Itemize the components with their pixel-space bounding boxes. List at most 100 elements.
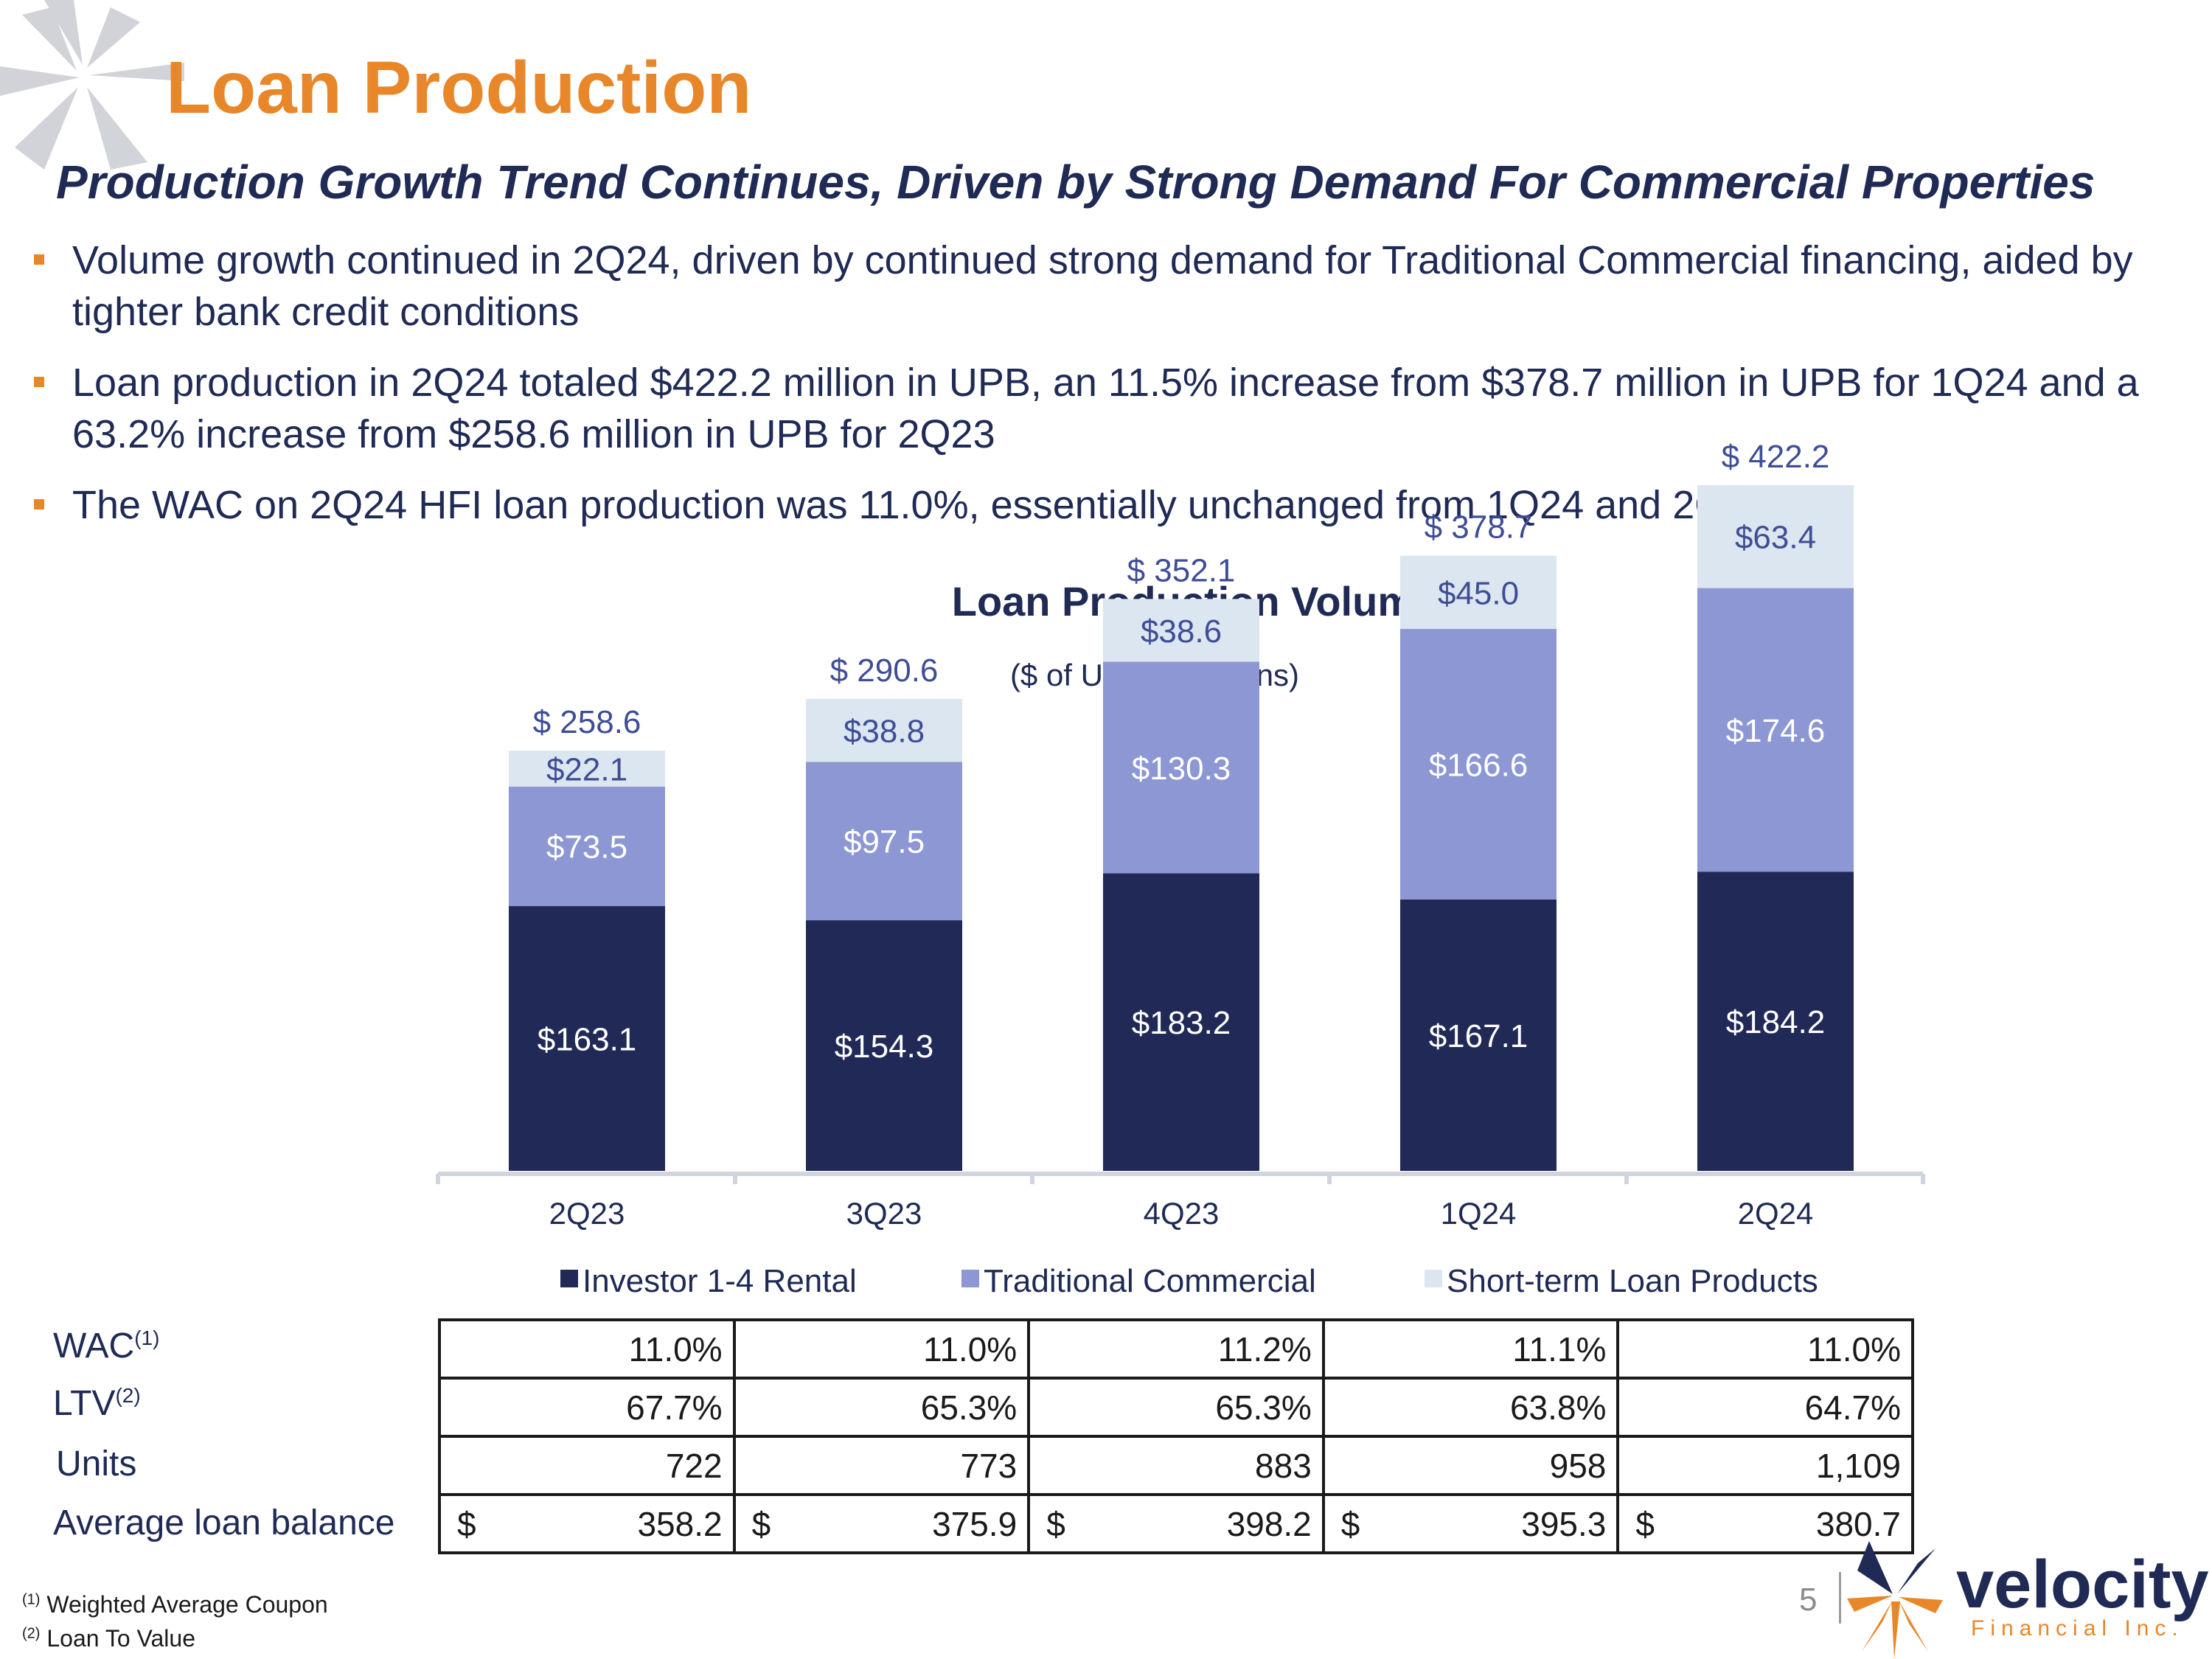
bullet-volume-growth: Volume growth continued in 2Q24, driven … [34,234,2203,338]
data-label-short-term-3q23: $38.8 [844,714,925,750]
velocity-star-icon [1847,1541,1943,1659]
data-label-traditional-3q23: $97.5 [844,824,925,860]
bar-short-term-1q24 [1400,555,1557,629]
total-label-4q23: $ 352.1 [1127,552,1236,588]
metrics-value: 773 [960,1446,1018,1485]
metrics-value: 375.9 [932,1504,1018,1543]
bar-investor-2q24 [1697,872,1854,1171]
metrics-cell: 883 [1027,1435,1325,1496]
metrics-cell: $395.3 [1321,1493,1620,1554]
row-label-ltv: LTV(2) [53,1384,141,1423]
bar-traditional-4q23 [1103,661,1259,874]
legend-swatch-investor [560,1270,578,1287]
bar-investor-4q23 [1103,873,1259,1171]
currency-symbol: $ [457,1504,476,1543]
velocity-logo: velocity Financial Inc. [1847,1541,2208,1659]
total-label-2q24: $ 422.2 [1722,439,1830,475]
metrics-value: 722 [665,1446,723,1485]
metrics-value: 1,109 [1815,1446,1901,1485]
bar-short-term-3q23 [806,698,962,762]
data-label-investor-3q23: $154.3 [835,1029,934,1065]
currency-symbol: $ [751,1504,771,1543]
footnote-wac: (1) Weighted Average Coupon [22,1591,328,1618]
bar-investor-2q23 [509,905,665,1171]
metrics-cell: 64.7% [1616,1377,1914,1438]
x-tick-label-1q24: 1Q24 [1441,1196,1517,1231]
bar-short-term-4q23 [1103,599,1259,662]
metrics-cell: 11.0% [1616,1318,1914,1380]
data-label-short-term-1q24: $45.0 [1438,575,1519,611]
row-label-wac: WAC(1) [53,1326,160,1366]
metrics-cell: 65.3% [1027,1377,1325,1438]
bar-investor-3q23 [806,920,962,1171]
page-number: 5 [1799,1582,1818,1618]
data-label-traditional-4q23: $130.3 [1132,751,1231,787]
metrics-value: 883 [1255,1446,1312,1485]
metrics-row-average-loan-balance: $358.2 $375.9 $398.2 $395.3 $380.7 [438,1493,1914,1554]
x-tick-label-2q23: 2Q23 [549,1196,625,1231]
metrics-cell: 63.8% [1321,1377,1620,1438]
data-label-investor-2q23: $163.1 [538,1021,637,1057]
metrics-value: 11.0% [923,1329,1018,1368]
data-label-short-term-4q23: $38.6 [1141,613,1222,650]
metrics-value: 65.3% [920,1388,1018,1427]
data-label-investor-1q24: $167.1 [1429,1018,1528,1054]
metrics-value: 380.7 [1815,1504,1901,1543]
metrics-cell: 67.7% [438,1377,736,1438]
bar-short-term-2q24 [1697,484,1854,588]
bar-traditional-2q23 [509,786,665,906]
metrics-value: 11.0% [628,1329,723,1368]
metrics-cell: 11.2% [1027,1318,1325,1380]
metrics-cell: 773 [732,1435,1031,1496]
metrics-cell: $375.9 [732,1493,1031,1554]
metrics-cell: $358.2 [438,1493,736,1554]
page-number-divider [1839,1572,1841,1624]
data-label-investor-4q23: $183.2 [1132,1005,1231,1041]
total-label-3q23: $ 290.6 [830,653,939,689]
currency-symbol: $ [1046,1504,1065,1543]
data-label-investor-2q24: $184.2 [1726,1004,1826,1040]
metrics-cell: $398.2 [1027,1493,1325,1554]
bullet-wac: The WAC on 2Q24 HFI loan production was … [34,479,2203,531]
data-label-traditional-2q24: $174.6 [1726,713,1826,749]
total-label-1q24: $ 378.7 [1425,509,1533,546]
metrics-value: 11.0% [1806,1329,1901,1368]
loan-production-chart: Loan Production Volume ($ of UPB in mill… [432,439,1925,1298]
legend-swatch-traditional [961,1270,979,1287]
data-label-traditional-1q24: $166.6 [1429,747,1528,783]
data-label-short-term-2q24: $63.4 [1735,520,1816,556]
metrics-value: 358.2 [637,1504,723,1543]
legend-label-short-term: Short-term Loan Products [1447,1263,1818,1298]
bar-short-term-2q23 [509,751,665,787]
metrics-value: 11.2% [1217,1329,1312,1368]
x-tick-label-4q23: 4Q23 [1144,1196,1220,1231]
metrics-cell: 65.3% [732,1377,1031,1438]
metrics-cell: 11.0% [438,1318,736,1380]
metrics-table: 11.0% 11.0% 11.2% 11.1% 11.0% 67.7% 65.3% 65.3%… [438,1318,1914,1554]
page-subtitle: Production Growth Trend Continues, Drive… [56,156,2096,209]
legend-label-traditional: Traditional Commercial [984,1263,1316,1298]
corner-star-logo-icon [0,0,184,170]
footnote-ltv: (2) Loan To Value [22,1625,195,1652]
x-tick-label-3q23: 3Q23 [846,1196,922,1231]
metrics-value: 398.2 [1226,1504,1312,1543]
x-tick-label-2q24: 2Q24 [1738,1196,1814,1231]
metrics-cell: 11.0% [732,1318,1031,1380]
metrics-value: 64.7% [1804,1388,1901,1427]
metrics-cell: $380.7 [1616,1493,1914,1554]
data-label-traditional-2q23: $73.5 [546,830,627,866]
metrics-value: 958 [1549,1446,1607,1485]
data-label-short-term-2q23: $22.1 [546,751,627,787]
metrics-row-ltv: 67.7% 65.3% 65.3% 63.8% 64.7% [438,1377,1914,1438]
metrics-cell: 722 [438,1435,736,1496]
legend-swatch-short-term [1425,1270,1442,1287]
bullet-loan-production: Loan production in 2Q24 totaled $422.2 m… [34,357,2203,460]
bar-investor-1q24 [1400,899,1557,1171]
metrics-cell: 11.1% [1321,1318,1620,1380]
logo-wordmark: velocity [1956,1547,2208,1622]
row-label-average-loan-balance: Average loan balance [53,1503,395,1543]
row-label-units: Units [56,1444,137,1484]
metrics-cell: 1,109 [1616,1435,1914,1496]
page-title: Loan Production [166,46,752,129]
bar-traditional-3q23 [806,762,962,921]
